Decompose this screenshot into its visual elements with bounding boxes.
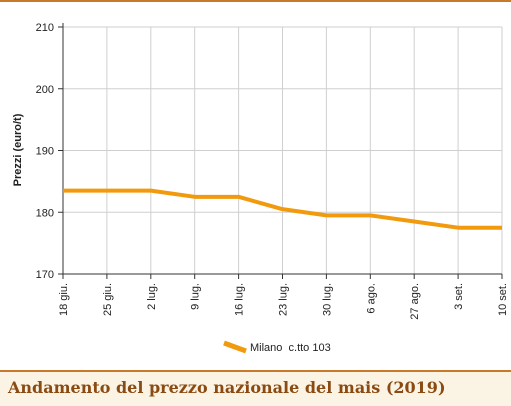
y-tick-label: 200	[36, 84, 54, 96]
x-tick-label: 16 lug.	[234, 283, 246, 316]
x-tick-label: 18 giu.	[58, 283, 70, 316]
y-tick-label: 180	[36, 207, 54, 219]
line-chart: 170 180 190 200 210 18 giu. 25 giu. 2 lug. 9 lug…	[12, 22, 509, 354]
grid-lines	[62, 26, 503, 275]
y-axis-title: Prezzi (euro/t)	[12, 113, 24, 186]
series-line	[63, 188, 502, 230]
axes	[58, 23, 503, 279]
top-rule	[0, 0, 511, 2]
x-tick-label: 23 lug.	[278, 283, 290, 316]
legend-swatch	[223, 340, 247, 354]
y-tick-label: 170	[36, 269, 54, 281]
footer-banner: Andamento del prezzo nazionale del mais …	[0, 370, 511, 406]
x-tick-label: 30 lug.	[321, 283, 333, 316]
y-tick-label: 190	[36, 146, 54, 158]
chart-caption: Andamento del prezzo nazionale del mais …	[8, 378, 446, 397]
x-tick-label: 6 ago.	[365, 283, 377, 314]
legend[interactable]: Milano c.tto 103	[223, 340, 331, 354]
x-tick-label: 10 set.	[497, 283, 509, 316]
x-tick-label: 25 giu.	[102, 283, 114, 316]
x-tick-label: 3 set.	[453, 283, 465, 310]
x-tick-label: 9 lug.	[190, 283, 202, 310]
x-tick-label: 2 lug.	[146, 283, 158, 310]
tick-labels: 170 180 190 200 210 18 giu. 25 giu. 2 lug. 9 lug…	[36, 22, 509, 320]
x-tick-label: 27 ago.	[409, 283, 421, 320]
series-lines	[63, 188, 502, 230]
legend-label: Milano c.tto 103	[250, 342, 331, 354]
y-tick-label: 210	[36, 22, 54, 34]
